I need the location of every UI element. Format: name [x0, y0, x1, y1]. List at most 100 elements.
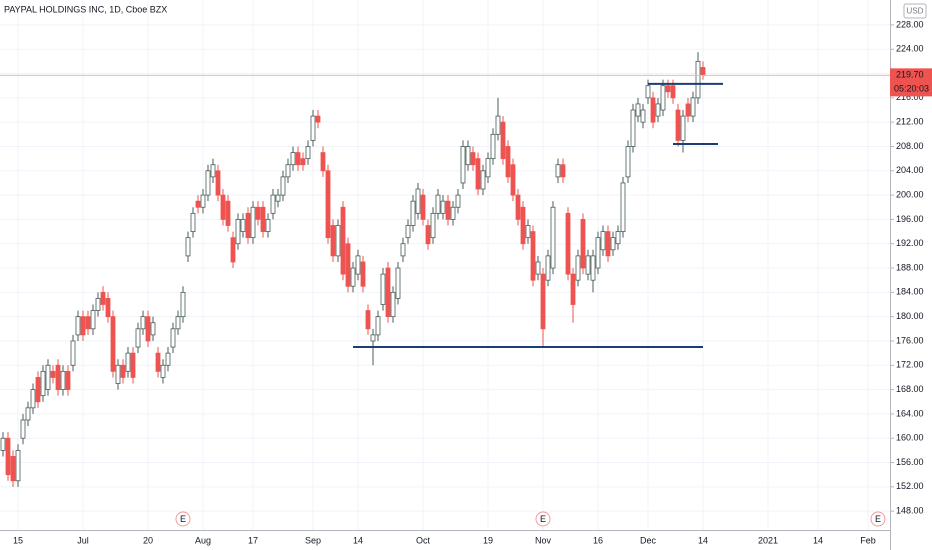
currency-box[interactable] — [903, 3, 927, 19]
candle-body — [300, 158, 306, 166]
candle-body — [520, 206, 526, 245]
candle-body — [475, 158, 481, 190]
y-tick-label: 192.00 — [896, 238, 924, 248]
candle-body — [125, 352, 131, 372]
x-tick-label: Oct — [416, 535, 431, 545]
y-tick-label: 212.00 — [896, 117, 924, 127]
candle-body — [120, 364, 126, 378]
candle-body — [615, 231, 621, 245]
candle-body — [225, 200, 231, 226]
candle-body — [530, 231, 536, 281]
candle-body — [490, 133, 496, 160]
candle-body — [440, 200, 446, 214]
candle-body — [540, 273, 546, 330]
candle-body — [395, 267, 401, 299]
candle-body — [140, 316, 146, 330]
candle-body — [20, 419, 26, 439]
candle-body — [5, 437, 11, 476]
x-tick-label: 19 — [483, 535, 493, 545]
candle-body — [165, 352, 171, 366]
candle-body — [555, 164, 561, 178]
candle-body — [695, 60, 701, 99]
candle-body — [60, 370, 66, 390]
candle-body — [230, 237, 236, 263]
candle-body — [595, 237, 601, 269]
candle-body — [585, 255, 591, 275]
x-tick-label: 14 — [698, 535, 708, 545]
candle-body — [445, 200, 451, 220]
candle-body — [330, 225, 336, 257]
candle-body — [305, 146, 311, 160]
candle-body — [470, 152, 476, 166]
candle-body — [420, 194, 426, 220]
candle-body — [235, 219, 241, 245]
candle-body — [675, 109, 681, 141]
candle-body — [460, 146, 466, 184]
candle-body — [280, 176, 286, 196]
candle-body — [480, 170, 486, 190]
candle-body — [375, 316, 381, 336]
y-tick-label: 188.00 — [896, 262, 924, 272]
candle-body — [170, 328, 176, 348]
candle-body — [500, 121, 506, 160]
candle-body — [80, 316, 86, 336]
candle-body — [425, 225, 431, 245]
candle-body — [700, 67, 706, 76]
candle-body — [545, 255, 551, 281]
candle-body — [535, 261, 541, 275]
candle-body — [275, 194, 281, 202]
x-tick-label: 15 — [13, 535, 23, 545]
candle-body — [180, 291, 186, 318]
candle-body — [70, 340, 76, 366]
candle-body — [135, 328, 141, 348]
y-tick-label: 168.00 — [896, 384, 924, 394]
candle-body — [405, 225, 411, 239]
candle-body — [430, 212, 436, 239]
candle-body — [45, 364, 51, 390]
y-tick-label: 172.00 — [896, 360, 924, 370]
candle-body — [310, 115, 316, 141]
y-tick-label: 180.00 — [896, 311, 924, 321]
candle-body — [150, 322, 156, 336]
candle-body — [90, 310, 96, 330]
candle-body — [370, 334, 376, 342]
x-tick-label: Sep — [305, 535, 321, 545]
candle-body — [95, 298, 101, 311]
candle-body — [200, 194, 206, 208]
candle-body — [185, 237, 191, 257]
event-label: E — [875, 514, 881, 524]
candle-body — [75, 316, 81, 336]
candle-body — [15, 449, 21, 482]
candle-body — [365, 310, 371, 330]
y-tick-label: 184.00 — [896, 287, 924, 297]
candle-body — [270, 194, 276, 214]
y-tick-label: 164.00 — [896, 408, 924, 418]
y-tick-label: 224.00 — [896, 44, 924, 54]
candle-body — [435, 194, 441, 214]
y-tick-label: 204.00 — [896, 165, 924, 175]
event-marker — [175, 511, 191, 527]
candle-body — [655, 103, 661, 117]
candle-body — [380, 273, 386, 305]
y-tick-label: 228.00 — [896, 19, 924, 29]
candle-body — [385, 267, 391, 318]
y-tick-label: 196.00 — [896, 214, 924, 224]
candle-body — [685, 103, 691, 117]
candle-body — [390, 291, 396, 318]
marks — [0, 52, 723, 487]
candle-body — [565, 212, 571, 275]
candle-body — [340, 206, 346, 275]
candle-body — [0, 437, 6, 451]
candle-body — [205, 170, 211, 196]
candle-body — [260, 206, 266, 232]
candle-body — [410, 200, 416, 226]
y-tick-label: 156.00 — [896, 457, 924, 467]
countdown: 05:20:03 — [894, 84, 929, 94]
candle-body — [55, 364, 61, 390]
grid — [0, 0, 890, 530]
candle-body — [220, 194, 226, 220]
event-label: E — [540, 514, 546, 524]
candle-body — [35, 377, 41, 403]
